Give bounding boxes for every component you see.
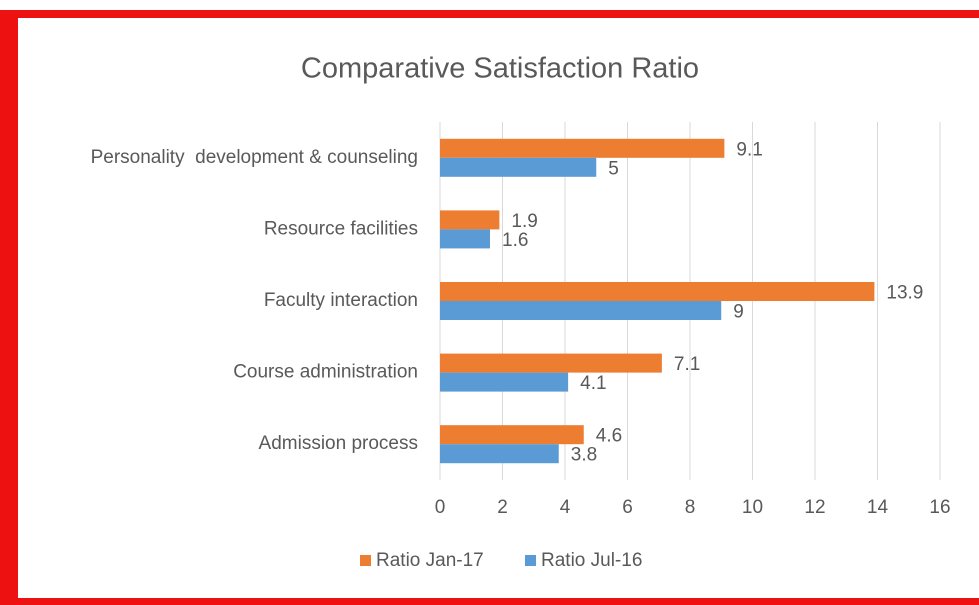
x-tick-label: 4 [560,497,571,518]
data-label: 7.1 [674,354,700,375]
legend-label: Ratio Jul-16 [541,550,642,571]
frame-left [0,10,18,605]
bar [440,301,722,320]
bar [440,444,559,464]
data-label: 4.6 [596,426,622,447]
bar [440,229,490,249]
data-label: 9 [733,302,744,323]
legend-swatch [360,555,371,566]
y-tick-label: Admission process [259,433,418,454]
y-tick-label: Faculty interaction [264,290,418,311]
x-tick-label: 0 [435,497,446,518]
data-label: 5 [608,158,619,179]
data-label: 4.1 [580,373,606,394]
legend-label: Ratio Jan-17 [376,550,484,571]
bar [440,353,662,373]
x-tick-label: 16 [929,497,950,518]
x-tick-label: 8 [685,497,696,518]
x-tick-label: 10 [742,497,763,518]
x-tick-label: 6 [622,497,633,518]
legend-swatch [525,555,536,566]
x-tick-label: 14 [867,497,889,518]
data-label: 1.9 [511,211,537,232]
y-tick-label: Personality development & counseling [91,147,418,168]
x-tick-label: 12 [804,497,825,518]
bar [440,157,597,177]
bar [440,372,569,392]
data-label: 13.9 [886,283,923,304]
bar [440,138,725,158]
frame-bottom [0,598,979,605]
frame-top [0,10,979,18]
data-label: 1.6 [502,230,528,251]
chart-title: Comparative Satisfaction Ratio [301,53,699,85]
bar [440,210,500,230]
data-label: 9.1 [736,139,762,160]
data-label: 3.8 [571,445,597,466]
x-tick-label: 2 [497,497,508,518]
y-tick-label: Resource facilities [264,218,418,239]
y-tick-label: Course administration [233,362,418,383]
bar [440,282,875,301]
bar [440,425,584,445]
